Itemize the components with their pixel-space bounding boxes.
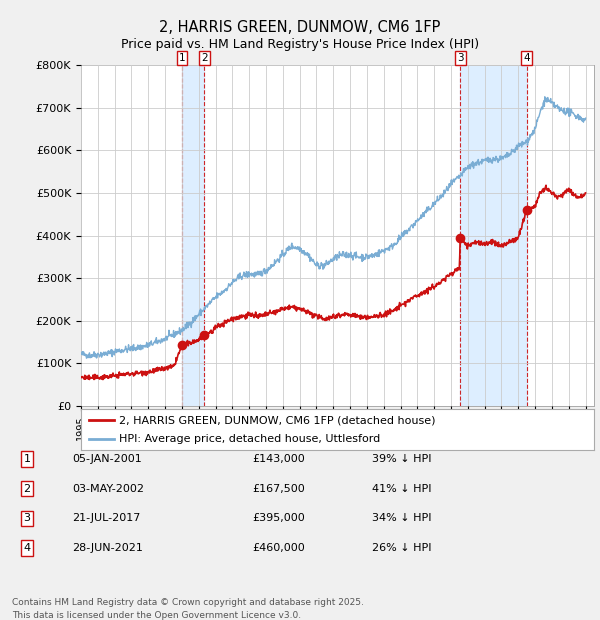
Text: 3: 3 [457, 53, 464, 63]
Text: 1: 1 [179, 53, 185, 63]
Text: 2, HARRIS GREEN, DUNMOW, CM6 1FP (detached house): 2, HARRIS GREEN, DUNMOW, CM6 1FP (detach… [119, 415, 436, 425]
Bar [460, 65, 527, 406]
Text: 2: 2 [201, 53, 208, 63]
Text: £143,000: £143,000 [252, 454, 305, 464]
Text: 26% ↓ HPI: 26% ↓ HPI [372, 543, 431, 553]
Text: Contains HM Land Registry data © Crown copyright and database right 2025.
This d: Contains HM Land Registry data © Crown c… [12, 598, 364, 619]
Text: 4: 4 [23, 543, 31, 553]
Text: 39% ↓ HPI: 39% ↓ HPI [372, 454, 431, 464]
Text: 34% ↓ HPI: 34% ↓ HPI [372, 513, 431, 523]
Text: 03-MAY-2002: 03-MAY-2002 [72, 484, 144, 494]
Text: 4: 4 [523, 53, 530, 63]
Text: 21-JUL-2017: 21-JUL-2017 [72, 513, 140, 523]
Bar [182, 65, 205, 406]
Text: 1: 1 [23, 454, 31, 464]
Text: 28-JUN-2021: 28-JUN-2021 [72, 543, 143, 553]
Text: 2, HARRIS GREEN, DUNMOW, CM6 1FP: 2, HARRIS GREEN, DUNMOW, CM6 1FP [160, 20, 440, 35]
Text: 2: 2 [23, 484, 31, 494]
Text: HPI: Average price, detached house, Uttlesford: HPI: Average price, detached house, Uttl… [119, 435, 381, 445]
Text: 3: 3 [23, 513, 31, 523]
Text: £460,000: £460,000 [252, 543, 305, 553]
Text: £395,000: £395,000 [252, 513, 305, 523]
Text: 05-JAN-2001: 05-JAN-2001 [72, 454, 142, 464]
Text: £167,500: £167,500 [252, 484, 305, 494]
Text: 41% ↓ HPI: 41% ↓ HPI [372, 484, 431, 494]
Text: Price paid vs. HM Land Registry's House Price Index (HPI): Price paid vs. HM Land Registry's House … [121, 38, 479, 51]
